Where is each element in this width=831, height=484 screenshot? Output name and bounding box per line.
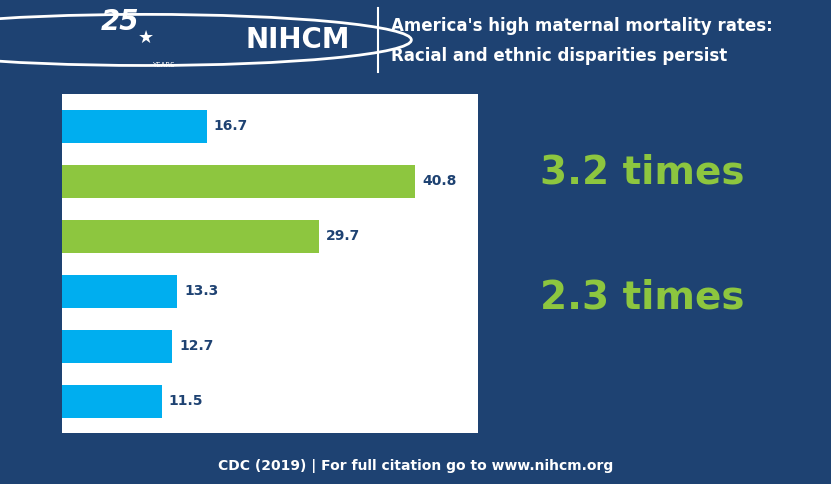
Text: 3.2 times: 3.2 times [539,153,745,191]
Text: 25: 25 [101,8,140,36]
Bar [62,330,172,363]
Text: 12.7: 12.7 [179,339,214,353]
Bar [62,385,162,418]
Text: America's high maternal mortality rates:: America's high maternal mortality rates: [391,16,772,34]
Text: &: & [635,252,649,267]
Text: 13.3: 13.3 [184,284,219,298]
Text: YEARS: YEARS [152,62,175,68]
Text: women: women [610,424,674,439]
Title: Deaths per 100,000 births: Deaths per 100,000 births [167,70,373,84]
Text: Pregnancy-related: Pregnancy-related [558,99,725,114]
Text: mortality ratios are: mortality ratios are [553,124,730,139]
Text: higher for: higher for [597,329,687,344]
Text: Alaska Native: Alaska Native [580,377,704,392]
Bar [62,165,416,198]
Text: Racial and ethnic disparities persist: Racial and ethnic disparities persist [391,47,727,65]
Text: 11.5: 11.5 [169,394,204,408]
Bar [62,275,178,308]
Text: 16.7: 16.7 [214,119,248,133]
Text: CDC (2019) | For full citation go to www.nihcm.org: CDC (2019) | For full citation go to www… [218,459,613,473]
Bar [62,110,207,143]
Bar [62,220,319,253]
Text: ★: ★ [137,30,154,47]
Text: 2.3 times: 2.3 times [539,279,745,317]
Text: 29.7: 29.7 [327,229,361,243]
Text: black women: black women [583,227,701,242]
Text: higher for: higher for [597,204,687,219]
Text: American Indian/: American Indian/ [565,353,719,368]
Text: NIHCM: NIHCM [245,26,350,54]
Text: 40.8: 40.8 [422,174,457,188]
Text: than for white: than for white [578,400,706,415]
